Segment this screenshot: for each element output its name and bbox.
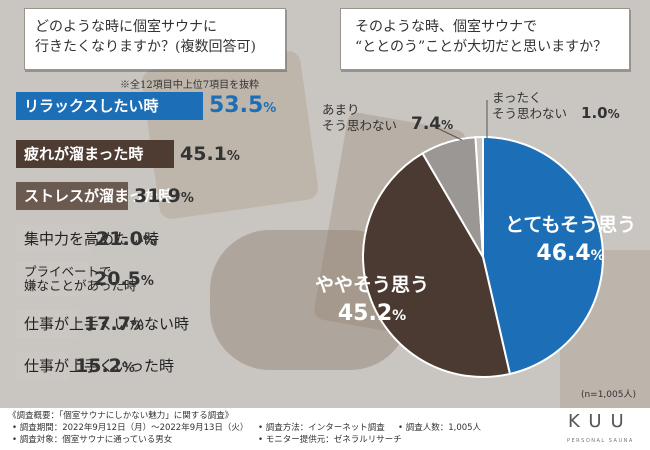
pie-slice-value: 46.4% xyxy=(536,241,605,266)
bar: 仕事が上手くいかない時 xyxy=(16,310,189,338)
bar-category-label-line: リラックスしたい時 xyxy=(24,97,159,115)
bar-value-number: 15.2 xyxy=(75,355,122,377)
pie-slice xyxy=(482,135,604,376)
bar-category-label: 疲れが溜まった時 xyxy=(24,140,143,168)
pie-chart xyxy=(362,100,604,378)
pie-slice-value: 7.4% xyxy=(411,114,454,134)
bar: プライベートで 嫌なことがあった時 xyxy=(16,262,137,296)
pie-slice-label-line: そう思わない xyxy=(492,106,568,121)
respondent-count: • 調査人数：1,005人 xyxy=(398,423,482,433)
pie-slice-label: ややそう思う 45.2% xyxy=(315,270,429,326)
pie-slice-label: まったく そう思わない 1.0% xyxy=(492,90,620,122)
survey-period: • 調査期間：2022年9月12日（月）～2022年9月13日（火） xyxy=(12,423,249,433)
bar-value-number: 17.7 xyxy=(84,313,131,335)
bar-category-label-line: 仕事が上手くいかない時 xyxy=(24,315,190,333)
pie-slice-value: 45.2% xyxy=(337,301,407,326)
survey-method: • 調査方法：インターネット調査 xyxy=(258,423,385,433)
bar-value-unit: % xyxy=(180,191,194,206)
bar: 疲れが溜まった時 xyxy=(16,140,174,168)
bar-category-label: 集中力を高めたい時 xyxy=(24,225,159,253)
pie-slice-label-line: ややそう思う xyxy=(315,274,430,296)
bar-category-label-line: プライベートで xyxy=(24,264,112,279)
right-question-box: そのような時、個室サウナで “ととのう”ことが大切だと思いますか？ xyxy=(340,8,630,70)
pie-slice xyxy=(362,151,512,378)
bar-category-label: プライベートで 嫌なことがあった時 xyxy=(24,265,137,293)
survey-title: 《調査概要：「個室サウナにしかない魅力」に関する調査》 xyxy=(8,411,234,421)
left-question-line2: 行きたくなりますか？(複数回答可) xyxy=(35,39,256,55)
monitor-provider: • モニター提供元：ゼネラルリサーチ xyxy=(258,435,402,445)
bar-value-label: 15.2% xyxy=(75,352,135,380)
bar-value-number: 31.9 xyxy=(134,185,181,207)
sample-size: (n=1,005人) xyxy=(580,390,636,400)
pie-slice-label: あまり そう思わない 7.4% xyxy=(322,102,453,134)
bar-category-label: 仕事が上手くいかない時 xyxy=(24,310,189,338)
bar-value-label: 31.9% xyxy=(134,182,194,210)
pie-slice-label-line: そう思わない xyxy=(322,118,398,133)
bar-category-label-line: ストレスが溜まった時 xyxy=(24,187,174,205)
right-question-line2: “ととのう”ことが大切だと思いますか？ xyxy=(355,39,608,55)
right-question-line1: そのような時、個室サウナで xyxy=(355,19,537,35)
bar-category-label-line: 仕事が上手くいった時 xyxy=(24,357,175,375)
bar-value-unit: % xyxy=(263,101,277,116)
bar-value-unit: % xyxy=(130,319,144,334)
footer: 《調査概要：「個室サウナにしかない魅力」に関する調査》 • 調査期間：2022年… xyxy=(0,408,650,450)
bar-value-label: 20.5% xyxy=(94,265,154,293)
bar-value-number: 20.5 xyxy=(94,268,141,290)
left-question-line1: どのような時に個室サウナに xyxy=(35,19,217,35)
bar: 仕事が上手くいった時 xyxy=(16,352,174,380)
bar-value-unit: % xyxy=(140,274,154,289)
bar-category-label-line: 疲れが溜まった時 xyxy=(24,145,144,163)
bar-value-unit: % xyxy=(226,149,240,164)
bar-category-label-line: 集中力を高めたい時 xyxy=(24,230,160,248)
bar-value-number: 21.0 xyxy=(96,228,143,250)
extract-note: ※全12項目中上位7項目を抜粋 xyxy=(120,80,260,91)
brand-subtitle: PERSONAL SAUNA xyxy=(567,438,634,444)
bar-category-label: 仕事が上手くいった時 xyxy=(24,352,174,380)
bar-value-label: 21.0% xyxy=(96,225,156,253)
bar-value-label: 53.5% xyxy=(209,92,276,120)
pie-slice-label: とてもそう思う 46.4% xyxy=(505,210,636,266)
survey-target: • 調査対象：個室サウナに通っている男女 xyxy=(12,435,173,445)
bar-category-label: リラックスしたい時 xyxy=(24,92,159,120)
bar-value-label: 17.7% xyxy=(84,310,144,338)
pie-slice-label-line: まったく xyxy=(492,90,542,105)
bar: リラックスしたい時 xyxy=(16,92,203,120)
bar-value-number: 53.5 xyxy=(209,93,264,118)
pie-slice-value: 1.0% xyxy=(581,104,620,122)
brand-logo: KUU xyxy=(568,411,633,432)
bar-category-label: ストレスが溜まった時 xyxy=(24,182,173,210)
pie-slice xyxy=(474,135,484,258)
left-question-box: どのような時に個室サウナに 行きたくなりますか？(複数回答可) xyxy=(24,8,286,70)
bar: ストレスが溜まった時 xyxy=(16,182,173,210)
bar-category-label-line: 嫌なことがあった時 xyxy=(24,278,137,293)
bar-value-unit: % xyxy=(121,361,135,376)
bar-value-number: 45.1 xyxy=(180,143,227,165)
pie-leader-line xyxy=(434,126,463,141)
bar-value-label: 45.1% xyxy=(180,140,240,168)
pie-slice-label-line: あまり xyxy=(322,102,360,117)
pie-slice-label-line: とてもそう思う xyxy=(505,214,637,236)
bar: 集中力を高めたい時 xyxy=(16,225,159,253)
bar-value-unit: % xyxy=(142,234,156,249)
